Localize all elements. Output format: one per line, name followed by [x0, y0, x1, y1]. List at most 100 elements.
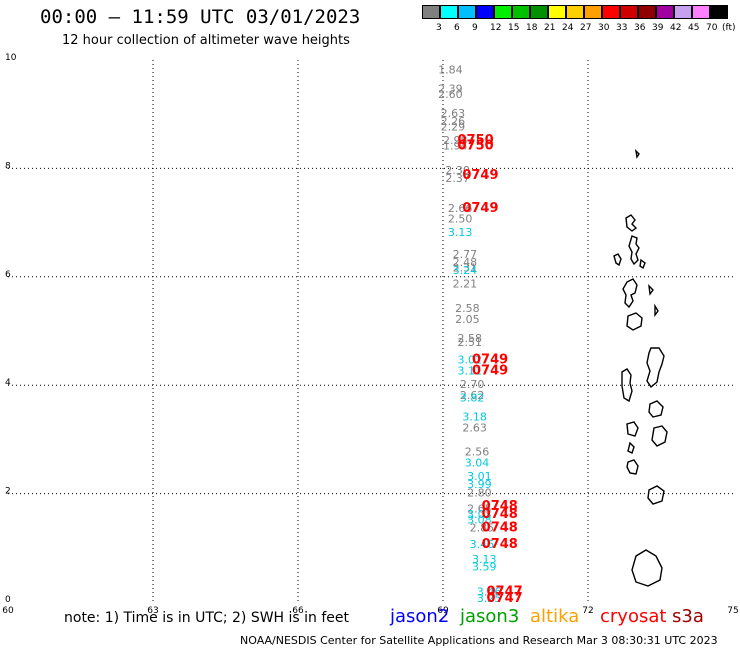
island-shape: [613, 253, 622, 267]
axis-tick-labels: 60 63 66 69 72 75 0 2 4 6 8 10: [2, 53, 738, 616]
colorbar-swatch: [530, 5, 548, 19]
y-tick-label: 8: [5, 161, 11, 171]
colorbar-label: 15: [508, 23, 520, 33]
time-label: 0747: [487, 584, 523, 599]
wave-height-label: 2.31: [453, 261, 478, 274]
island-shape: [654, 303, 659, 318]
legend-cryosat: cryosat: [600, 606, 667, 627]
x-tick-label: 75: [727, 606, 738, 616]
wave-height-label: 3.25: [477, 592, 502, 605]
colorbar-label: 30: [598, 23, 610, 33]
legend-altika: altika: [530, 606, 580, 627]
colorbar-swatch: [620, 5, 638, 19]
colorbar-label: 36: [634, 23, 646, 33]
wave-height-label: 3.13: [472, 553, 497, 566]
y-tick-label: 10: [5, 53, 17, 63]
wave-height-label: 2.65: [467, 503, 492, 516]
island-shape: [646, 347, 665, 389]
colorbar-label: 39: [652, 23, 664, 33]
colorbar-label: 33: [616, 23, 628, 33]
wave-height-label: 3.11: [458, 364, 483, 377]
wave-height-label: 2.80: [467, 486, 492, 499]
x-tick-label: 66: [292, 606, 304, 616]
wave-height-label: 3.08: [467, 513, 492, 526]
wave-height-label: 3.24: [453, 264, 478, 277]
wave-height-label: 3.46: [477, 585, 502, 598]
island-shape: [626, 459, 639, 475]
wave-height-label: 2.85: [470, 522, 495, 535]
colorbar-label: 27: [580, 23, 592, 33]
wave-height-label: 2.63: [462, 421, 487, 434]
wave-height-label: 3.59: [472, 561, 497, 574]
y-tick-label: 4: [5, 378, 11, 388]
colorbar-label: 21: [544, 23, 556, 33]
wave-height-label: 3.99: [467, 478, 492, 491]
wave-height-label: 2.05: [455, 313, 480, 326]
wave-height-label: 2.63: [441, 107, 466, 120]
wave-height-label: 2.60: [438, 88, 463, 101]
wave-height-label: 2.70: [460, 378, 485, 391]
wave-height-label: 3.82: [460, 391, 485, 404]
time-label: 0749: [462, 201, 498, 216]
island-shape: [621, 368, 633, 403]
x-tick-label: 69: [437, 606, 449, 616]
time-label: 0748: [482, 499, 518, 514]
wave-height-label: 3.01: [467, 470, 492, 483]
time-label: 0748: [482, 521, 518, 536]
time-label: 0748: [482, 537, 518, 552]
y-tick-label: 0: [5, 595, 11, 605]
y-tick-label: 2: [5, 487, 11, 497]
colorbar-swatch: [494, 5, 512, 19]
x-tick-label: 72: [582, 606, 593, 616]
island-shape: [634, 148, 640, 159]
colorbar-label: 45: [688, 23, 700, 33]
colorbar-swatch: [692, 5, 710, 19]
colorbar-swatch: [584, 5, 602, 19]
wave-height-label: 2.58: [455, 302, 480, 315]
colorbar-swatch: [710, 5, 728, 19]
island-shape: [631, 549, 663, 587]
colorbar-swatch: [674, 5, 692, 19]
time-label: 0749: [472, 353, 508, 368]
colorbar-swatch: [512, 5, 530, 19]
coastline-islands: [613, 148, 668, 587]
time-label: 0749: [472, 363, 508, 378]
island-shape: [626, 421, 639, 437]
island-shape: [651, 425, 668, 447]
legend-jason2: jason2: [390, 606, 450, 627]
island-shape: [648, 400, 664, 418]
island-shape: [648, 284, 654, 296]
colorbar-swatch: [602, 5, 620, 19]
wave-height-label: 2.29: [441, 120, 466, 133]
colorbar-swatch: [566, 5, 584, 19]
wave-height-label: 3.18: [462, 410, 487, 423]
wave-height-label: 3.02: [458, 354, 483, 367]
y-tick-label: 6: [5, 270, 11, 280]
wave-height-label: 2.30: [445, 164, 470, 177]
legend-jason3: jason3: [460, 606, 520, 627]
colorbar-label: 6: [454, 23, 460, 33]
wave-height-label: 2.56: [465, 446, 490, 459]
legend-s3a: s3a: [672, 606, 704, 627]
footer-credit: NOAA/NESDIS Center for Satellite Applica…: [240, 634, 718, 647]
time-label: 0749: [462, 168, 498, 183]
wave-height-label: 3.13: [448, 226, 473, 239]
wave-height-label: 2.37: [445, 172, 470, 185]
island-shape: [622, 278, 638, 309]
wave-height-label: 2.77: [453, 248, 478, 261]
colorbar-swatch: [548, 5, 566, 19]
wave-height-label: 3.03: [467, 508, 492, 521]
island-shape: [628, 235, 640, 266]
wave-height-label: 2.21: [453, 278, 478, 291]
time-label: 0750: [458, 138, 494, 153]
colorbar-swatch: [476, 5, 494, 19]
wave-height-label: 3.04: [465, 457, 490, 470]
wave-height-label: 2.58: [458, 332, 483, 345]
grid-lines: [8, 60, 733, 602]
wave-height-label: 1.84: [438, 64, 463, 77]
wave-height-label: 2.26: [441, 115, 466, 128]
wave-height-label: 3.46: [470, 538, 495, 551]
colorbar-label: 18: [526, 23, 538, 33]
time-label: 0747: [487, 591, 523, 606]
wave-height-label: 2.66: [448, 202, 473, 215]
